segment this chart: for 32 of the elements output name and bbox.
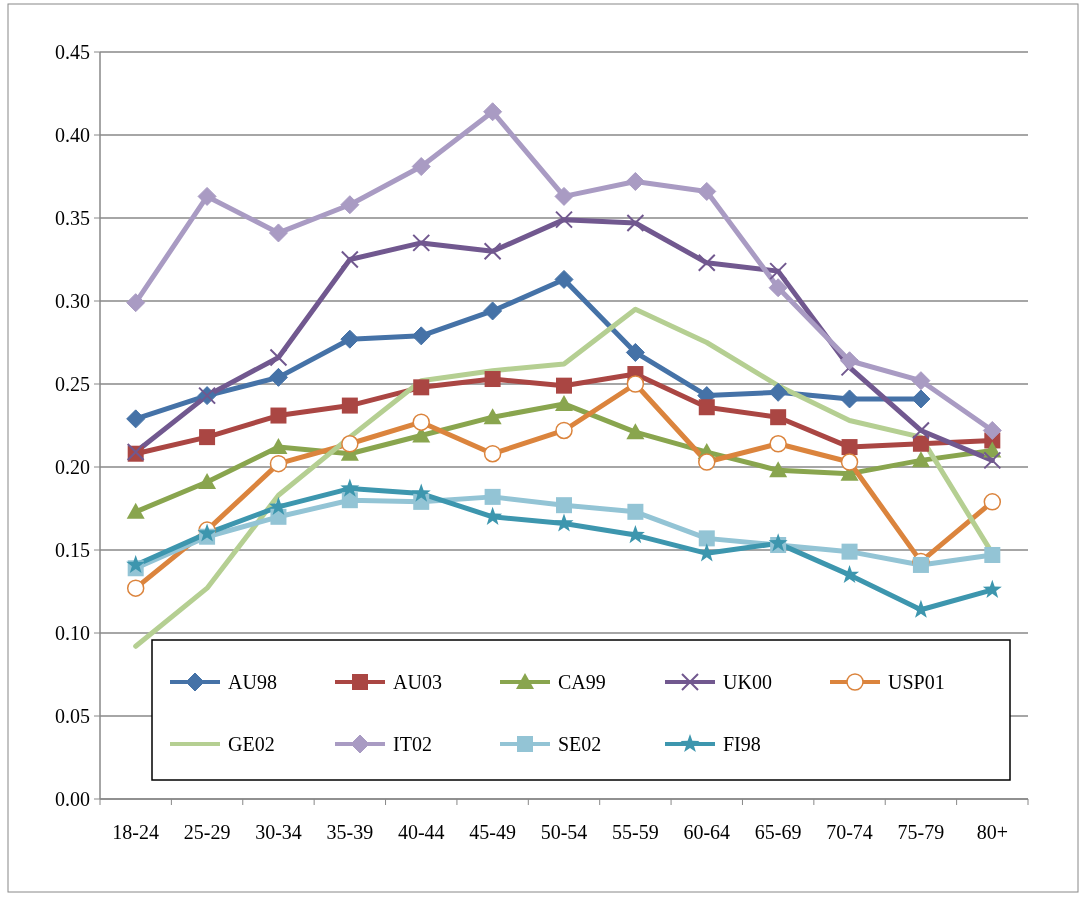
- y-tick-label: 0.10: [55, 622, 90, 644]
- x-tick-label: 40-44: [397, 821, 445, 843]
- y-tick-label: 0.25: [55, 373, 90, 395]
- y-tick-label: 0.35: [55, 207, 90, 229]
- x-tick-label: 35-39: [326, 821, 374, 843]
- y-tick-label: 0.45: [55, 41, 90, 63]
- legend-label: CA99: [558, 671, 606, 693]
- y-tick-label: 0.05: [55, 705, 90, 727]
- x-tick-label: 55-59: [612, 821, 659, 843]
- x-tick-label: 50-54: [540, 821, 588, 843]
- legend-label: USP01: [888, 671, 945, 693]
- y-tick-label: 0.00: [55, 788, 90, 810]
- y-tick-label: 0.20: [55, 456, 90, 478]
- x-tick-label: 75-79: [897, 821, 945, 843]
- x-tick-label: 25-29: [183, 821, 231, 843]
- x-tick-label: 60-64: [683, 821, 731, 843]
- legend-label: GE02: [228, 733, 275, 755]
- legend-label: FI98: [723, 733, 761, 755]
- x-tick-label: 65-69: [754, 821, 802, 843]
- x-tick-label: 18-24: [112, 821, 160, 843]
- legend-label: IT02: [393, 733, 432, 755]
- y-tick-label: 0.15: [55, 539, 90, 561]
- y-tick-label: 0.40: [55, 124, 90, 146]
- x-tick-label: 45-49: [469, 821, 516, 843]
- legend-label: UK00: [723, 671, 772, 693]
- legend-label: SE02: [558, 733, 602, 755]
- x-tick-label: 70-74: [826, 821, 873, 843]
- legend-label: AU98: [228, 671, 277, 693]
- y-tick-label: 0.30: [55, 290, 90, 312]
- x-tick-label: 80+: [976, 821, 1008, 843]
- legend-label: AU03: [393, 671, 442, 693]
- x-tick-label: 30-34: [255, 821, 302, 843]
